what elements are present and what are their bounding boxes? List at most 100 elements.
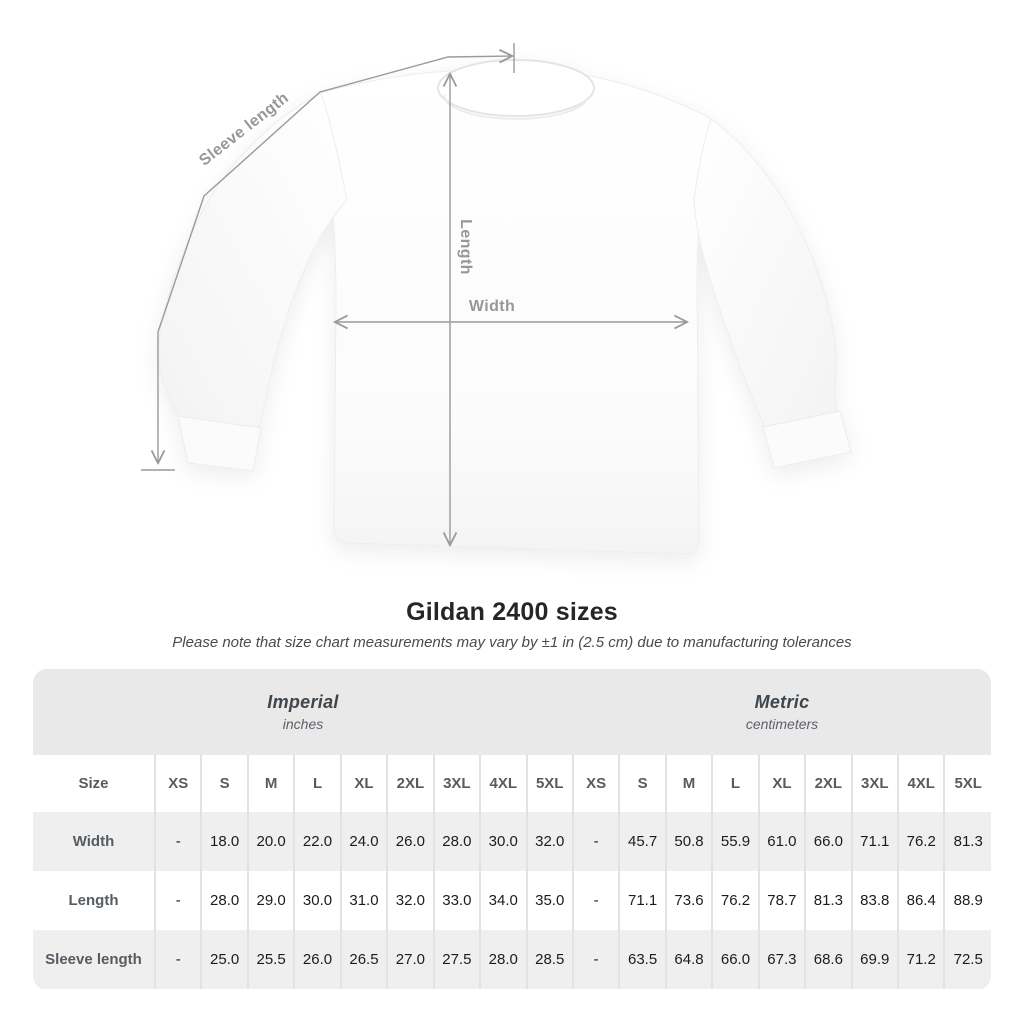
metric-value-cell: - — [571, 812, 620, 871]
metric-value-cell: 72.5 — [943, 930, 991, 989]
imperial-value-cell: 25.5 — [246, 930, 295, 989]
metric-value-cell: 64.8 — [664, 930, 713, 989]
size-table: Imperial inches Metric centimeters Size … — [33, 669, 991, 990]
tolerance-note: Please note that size chart measurements… — [172, 634, 852, 651]
measurement-row: Length -28.0 29.0 30.0 31.0 32.0 33.0 34.0 35.0-… — [33, 871, 991, 930]
imperial-value-cell: 35.0 — [525, 871, 573, 930]
metric-value-cell: 50.8 — [664, 812, 713, 871]
measurements-table: Size XS S M L XL 2XL 3XL 4XL 5XL XS S M L XL 2XL 3XL 4XL… — [33, 755, 991, 989]
imperial-label: Imperial — [267, 692, 339, 712]
size-column-header-imperial: 3XL — [432, 755, 481, 812]
metric-value-cell: 68.6 — [804, 930, 852, 989]
shirt-right-cuff — [762, 410, 852, 469]
size-column-header-metric: L — [711, 755, 759, 812]
imperial-value-cell: 26.5 — [339, 930, 388, 989]
shirt-body — [320, 69, 712, 555]
metric-value-cell: 66.0 — [804, 812, 852, 871]
size-column-header-metric: XS — [571, 755, 620, 812]
dimension-lines — [141, 43, 686, 544]
imperial-value-cell: 34.0 — [479, 871, 527, 930]
metric-value-cell: 81.3 — [943, 812, 991, 871]
size-column-header-metric: XL — [757, 755, 806, 812]
imperial-value-cell: 29.0 — [246, 871, 295, 930]
metric-value-cell: 71.2 — [896, 930, 945, 989]
size-column-header-imperial: 2XL — [386, 755, 434, 812]
width-label: Width — [469, 298, 515, 315]
metric-value-cell: 73.6 — [664, 871, 713, 930]
size-column-header-imperial: 5XL — [525, 755, 573, 812]
imperial-value-cell: 27.0 — [386, 930, 434, 989]
measurement-row: Sleeve length -25.0 25.5 26.0 26.5 27.0 27.5 28… — [33, 930, 991, 989]
imperial-unit: inches — [282, 716, 324, 732]
imperial-value-cell: 28.0 — [200, 871, 248, 930]
metric-value-cell: 76.2 — [896, 812, 945, 871]
size-column-header: Size — [78, 775, 109, 792]
metric-value-cell: 83.8 — [850, 871, 898, 930]
metric-value-cell: 76.2 — [711, 871, 759, 930]
size-column-header-metric: 3XL — [850, 755, 898, 812]
size-column-header-imperial: L — [293, 755, 341, 812]
shirt-left-sleeve — [157, 92, 348, 434]
imperial-value-cell: 28.0 — [432, 812, 481, 871]
imperial-value-cell: 18.0 — [200, 812, 248, 871]
measurement-row-label: Sleeve length — [45, 951, 142, 968]
imperial-value-cell: 20.0 — [246, 812, 295, 871]
shirt-right-sleeve — [693, 118, 839, 431]
metric-value-cell: 78.7 — [757, 871, 806, 930]
imperial-value-cell: 28.0 — [479, 930, 527, 989]
size-column-header-imperial: S — [200, 755, 248, 812]
imperial-value-cell: 25.0 — [200, 930, 248, 989]
measurement-row: Width -18.0 20.0 22.0 24.0 26.0 28.0 30.0 32.0-4… — [33, 812, 991, 871]
imperial-value-cell: 32.0 — [525, 812, 573, 871]
sleeve-length-line — [158, 56, 511, 462]
imperial-value-cell: 31.0 — [339, 871, 388, 930]
metric-label: Metric — [754, 692, 810, 712]
imperial-value-cell: 26.0 — [293, 930, 341, 989]
measurement-row-label: Width — [72, 833, 115, 850]
imperial-value-cell: 22.0 — [293, 812, 341, 871]
metric-value-cell: 81.3 — [804, 871, 852, 930]
metric-value-cell: 66.0 — [711, 930, 759, 989]
size-column-header-metric: M — [664, 755, 713, 812]
size-column-header-imperial: 4XL — [479, 755, 527, 812]
size-column-header-metric: 5XL — [943, 755, 991, 812]
size-column-header-imperial: XL — [339, 755, 388, 812]
imperial-value-cell: 26.0 — [386, 812, 434, 871]
size-column-header-metric: S — [618, 755, 666, 812]
imperial-value-cell: 32.0 — [386, 871, 434, 930]
imperial-value-cell: 27.5 — [432, 930, 481, 989]
metric-value-cell: 69.9 — [850, 930, 898, 989]
shirt-measurement-diagram: Sleeve length Length Width — [141, 43, 852, 555]
metric-value-cell: 88.9 — [943, 871, 991, 930]
measurement-row-label: Length — [68, 892, 119, 909]
metric-value-cell: 61.0 — [757, 812, 806, 871]
imperial-value-cell: - — [153, 871, 202, 930]
imperial-value-cell: - — [153, 930, 202, 989]
metric-unit: centimeters — [745, 716, 819, 732]
metric-value-cell: 71.1 — [850, 812, 898, 871]
imperial-value-cell: - — [153, 812, 202, 871]
metric-value-cell: - — [571, 930, 620, 989]
size-column-header-metric: 4XL — [896, 755, 945, 812]
metric-value-cell: 86.4 — [896, 871, 945, 930]
size-column-header-imperial: XS — [153, 755, 202, 812]
page-title: Gildan 2400 sizes — [406, 598, 618, 626]
length-label: Length — [457, 219, 474, 275]
metric-value-cell: 45.7 — [618, 812, 666, 871]
size-header-row: Size XS S M L XL 2XL 3XL 4XL 5XL XS S M L XL 2XL 3XL 4XL… — [33, 755, 991, 812]
shirt-collar — [437, 59, 595, 120]
unit-header-band: Imperial inches Metric centimeters — [33, 669, 991, 755]
imperial-value-cell: 30.0 — [293, 871, 341, 930]
metric-group-header: Metric centimeters — [573, 669, 991, 755]
imperial-group-header: Imperial inches — [33, 669, 573, 755]
metric-value-cell: 55.9 — [711, 812, 759, 871]
metric-value-cell: - — [571, 871, 620, 930]
size-column-header-imperial: M — [246, 755, 295, 812]
metric-value-cell: 67.3 — [757, 930, 806, 989]
size-column-header-metric: 2XL — [804, 755, 852, 812]
imperial-value-cell: 33.0 — [432, 871, 481, 930]
imperial-value-cell: 30.0 — [479, 812, 527, 871]
metric-value-cell: 71.1 — [618, 871, 666, 930]
imperial-value-cell: 24.0 — [339, 812, 388, 871]
